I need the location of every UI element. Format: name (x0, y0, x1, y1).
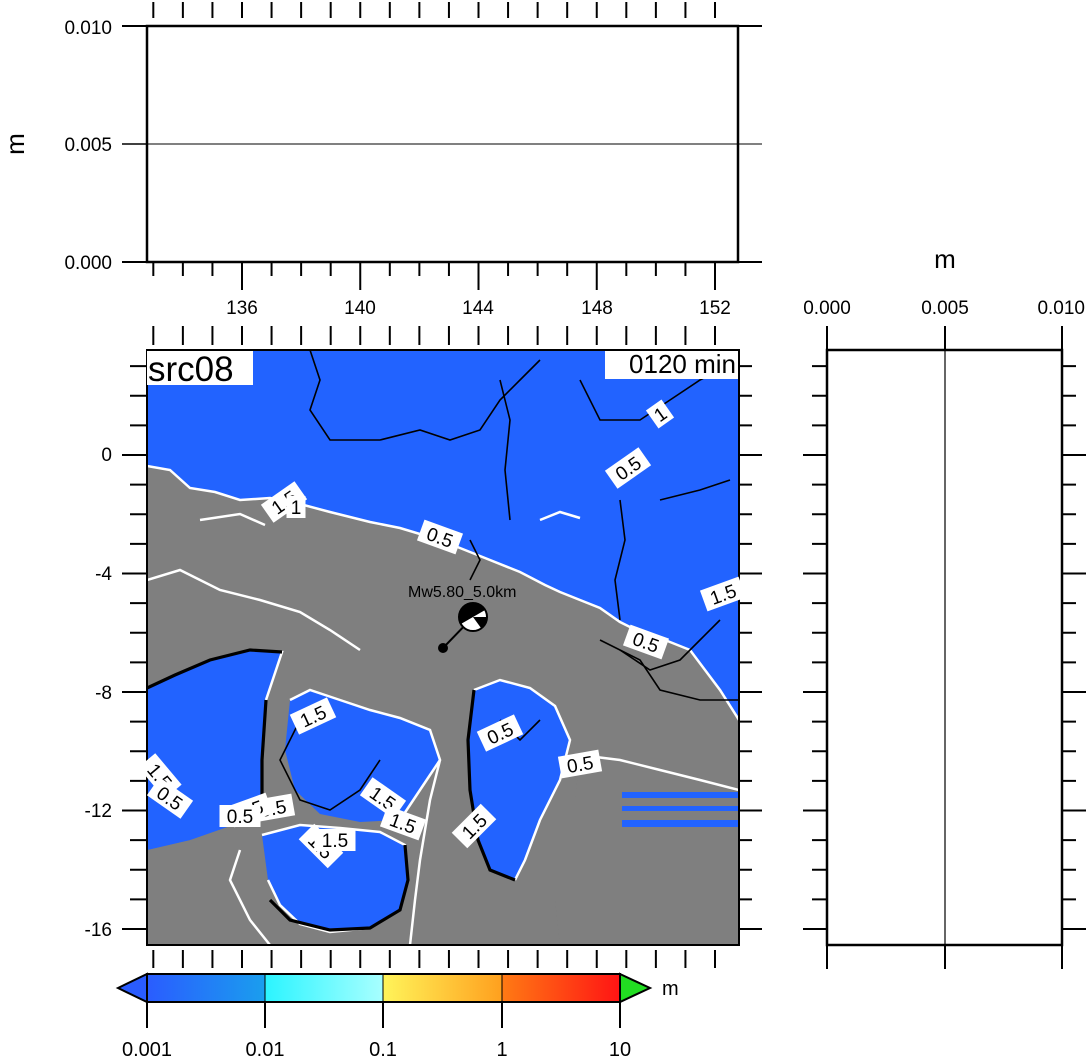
map-y-tick-label: -4 (95, 564, 112, 585)
x-tick-label: 140 (344, 298, 376, 319)
right-panel: m 0.000 0.005 0.010 (803, 244, 1086, 969)
top-y-tick-label: 0.000 (64, 253, 112, 274)
source-label: src08 (148, 350, 234, 389)
top-y-tick-label: 0.010 (64, 18, 112, 39)
colorbar-segment-4 (502, 974, 620, 1002)
map-y-tick-label: 0 (101, 445, 112, 466)
top-panel: m 0.010 0.005 0.000 136 140 144 148 152 (0, 2, 762, 319)
contour-label: 0.5 (476, 714, 524, 752)
top-panel-ylabel: m (0, 133, 30, 155)
colorbar-tick-label: 10 (609, 1039, 631, 1061)
eastern-land (555, 755, 739, 945)
contour-label-text: 1 (291, 498, 302, 519)
event-label: Mw5.80_5.0km (408, 584, 517, 601)
time-label: 0120 min (629, 349, 736, 379)
colorbar-high-arrow (619, 972, 653, 1004)
right-panel-y-ticks (803, 365, 1086, 930)
ocean-streak (622, 820, 739, 827)
colorbar-unit: m (662, 978, 679, 1000)
gulf-of-carpentaria (262, 825, 408, 932)
map-y-tick-label: -16 (85, 920, 112, 941)
map-frame (146, 349, 740, 946)
x-tick-label: 148 (581, 298, 613, 319)
epicenter-marker (438, 643, 448, 653)
focal-mechanism-icon (458, 602, 488, 632)
time-label-box (605, 351, 738, 379)
colorbar-segment-2 (265, 974, 383, 1002)
map-panel: 10.51.50.50.51.50.50.51.50.5 1.51.50.51.5… (85, 326, 762, 968)
x-tick-label: 144 (462, 298, 494, 319)
x-tick-label: 136 (226, 298, 258, 319)
top-panel-upper-ticks (152, 2, 716, 18)
contour-label-text: 1.5 (322, 831, 348, 852)
map-y-ticks (122, 365, 762, 930)
right-x-tick-label: 0.010 (1037, 298, 1085, 319)
colorbar-segment-1 (147, 974, 265, 1002)
right-x-tick-label: 0.000 (803, 298, 851, 319)
top-panel-lower-ticks (152, 262, 716, 290)
ocean-streak (622, 792, 739, 798)
map-y-tick-label: -8 (95, 683, 112, 704)
colorbar-tick-label: 0.1 (369, 1039, 397, 1061)
top-y-tick-label: 0.005 (64, 135, 112, 156)
contour-lines (279, 350, 739, 811)
map-x-ticks (152, 326, 716, 968)
source-label-box (147, 351, 253, 385)
ocean-streak (622, 806, 739, 811)
right-panel-xlabel: m (934, 244, 956, 274)
contour-label: 1.5 (314, 829, 356, 852)
contour-label: 1 (645, 399, 675, 429)
map-y-tick-label: -12 (85, 801, 112, 822)
contour-label-text: 0.5 (227, 807, 253, 828)
colorbar-low-arrow (115, 972, 148, 1004)
contour-label: 0.5 (219, 805, 261, 828)
colorbar-tick-label: 1 (496, 1039, 507, 1061)
right-x-tick-label: 0.005 (921, 298, 969, 319)
contour-label-text: 0.5 (565, 753, 595, 778)
colorbar-tick-label: 0.001 (122, 1039, 172, 1061)
colorbar: m 0.001 0.01 0.1 1 10 (115, 972, 679, 1061)
contour-label: 1 (286, 496, 306, 519)
colorbar-segment-3 (383, 974, 502, 1002)
contour-label: 0.5 (557, 749, 603, 779)
colorbar-tick-label: 0.01 (246, 1039, 285, 1061)
x-tick-label: 152 (699, 298, 731, 319)
